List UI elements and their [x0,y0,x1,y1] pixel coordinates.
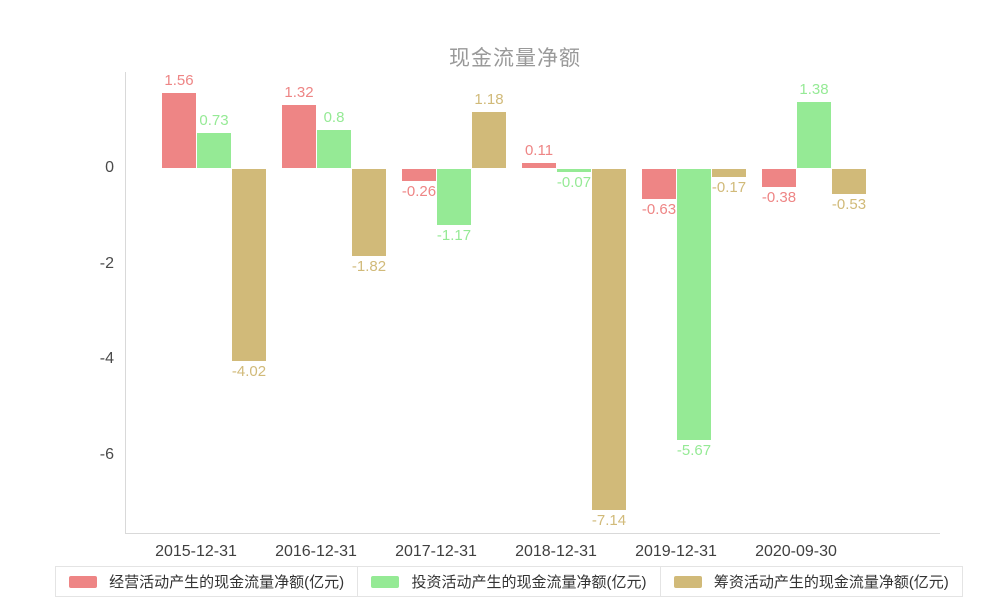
bar-series-1[interactable] [797,102,831,169]
x-category-label: 2020-09-30 [755,543,837,560]
bar-series-1[interactable] [317,129,351,168]
bar-series-2[interactable] [712,169,746,178]
bar-series-1[interactable] [437,169,471,225]
y-tick-label: -6 [99,445,114,463]
bar-series-0[interactable] [402,169,436,182]
bar-series-0[interactable] [282,104,316,168]
legend-label-financing: 筹资活动产生的现金流量净额(亿元) [713,574,949,591]
bar-series-0[interactable] [642,169,676,200]
bar-value-label: 0.8 [323,108,345,126]
bar-value-label: -7.14 [591,512,627,530]
legend-swatch-financing [673,575,702,588]
bar-value-label: -1.82 [351,257,387,275]
chart-title: 现金流量净额 [449,47,581,70]
legend: 经营活动产生的现金流量净额(亿元) 投资活动产生的现金流量净额(亿元) 筹资活动… [55,566,963,597]
bar-value-label: -5.67 [676,441,712,459]
bar-series-2[interactable] [472,111,506,168]
legend-label-investing: 投资活动产生的现金流量净额(亿元) [411,574,647,591]
legend-swatch-operating [69,575,98,588]
bar-series-2[interactable] [592,169,626,511]
bar-value-label: 0.73 [199,112,229,130]
bar-series-0[interactable] [762,169,796,188]
bar-series-0[interactable] [162,93,196,168]
bar-value-label: 1.38 [799,81,829,99]
y-axis-line [125,72,126,533]
bar-value-label: 1.32 [284,83,314,101]
x-category-label: 2016-12-31 [275,543,357,560]
bar-series-0[interactable] [522,162,556,169]
bar-series-2[interactable] [232,169,266,362]
legend-label-operating: 经营活动产生的现金流量净额(亿元) [109,574,345,591]
bar-value-label: -0.17 [711,179,747,197]
bar-value-label: 1.18 [474,90,504,108]
bar-value-label: -0.38 [761,189,797,207]
bar-series-1[interactable] [677,169,711,440]
x-axis-line [125,533,940,534]
y-tick-label: 0 [105,159,114,177]
bar-value-label: -4.02 [231,363,267,381]
legend-item-operating[interactable]: 经营活动产生的现金流量净额(亿元) [56,567,357,596]
y-tick-label: -2 [99,254,114,272]
bar-value-label: -0.26 [401,183,437,201]
x-category-label: 2018-12-31 [515,543,597,560]
legend-item-financing[interactable]: 筹资活动产生的现金流量净额(亿元) [659,567,962,596]
bar-series-2[interactable] [832,169,866,195]
bar-value-label: -1.17 [436,226,472,244]
x-category-label: 2019-12-31 [635,543,717,560]
bar-value-label: 0.11 [524,141,554,159]
bar-series-2[interactable] [352,169,386,256]
bar-series-1[interactable] [197,133,231,168]
legend-swatch-investing [371,575,400,588]
x-category-label: 2017-12-31 [395,543,477,560]
bar-value-label: -0.63 [641,201,677,219]
y-tick-label: -4 [99,350,114,368]
bar-value-label: -0.07 [556,174,592,192]
x-category-label: 2015-12-31 [155,543,237,560]
bar-series-1[interactable] [557,169,591,173]
bar-value-label: 1.56 [164,72,194,90]
legend-item-investing[interactable]: 投资活动产生的现金流量净额(亿元) [357,567,659,596]
bar-value-label: -0.53 [831,196,867,214]
